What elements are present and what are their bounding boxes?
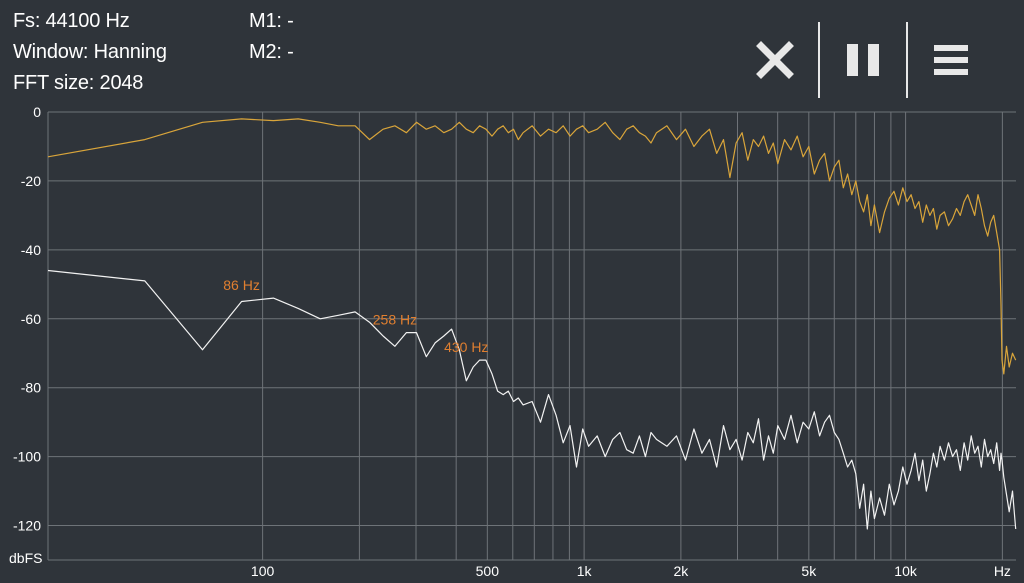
peak-frequency-label: 86 Hz bbox=[223, 277, 260, 293]
x-tick-label: 5k bbox=[801, 563, 817, 579]
y-tick-label: -120 bbox=[13, 518, 41, 534]
peak-frequency-label: 258 Hz bbox=[373, 312, 417, 328]
y-tick-label: -100 bbox=[13, 449, 41, 465]
toolbar bbox=[732, 22, 994, 98]
spectrum-line-current bbox=[47, 118, 1017, 375]
info-panel-left: Fs: 44100 Hz Window: Hanning FFT size: 2… bbox=[13, 6, 167, 99]
marker-m2-label: M2: - bbox=[249, 41, 294, 63]
y-tick-label: -40 bbox=[21, 242, 41, 258]
close-icon bbox=[756, 41, 794, 79]
y-tick-label: -80 bbox=[21, 380, 41, 396]
x-tick-label: 2k bbox=[673, 563, 689, 579]
pause-button[interactable] bbox=[820, 22, 906, 98]
info-panel-markers: M1: - M2: - bbox=[249, 6, 294, 68]
pause-icon bbox=[847, 44, 879, 76]
sample-rate-label: Fs: 44100 Hz bbox=[13, 10, 130, 32]
x-tick-label: 100 bbox=[251, 563, 275, 579]
x-tick-label: 500 bbox=[476, 563, 500, 579]
menu-button[interactable] bbox=[908, 22, 994, 98]
y-tick-label: 0 bbox=[33, 104, 41, 120]
y-axis-unit-label: dbFS bbox=[9, 550, 42, 566]
fft-size-label: FFT size: 2048 bbox=[13, 72, 144, 94]
spectrum-line-peak-hold bbox=[47, 269, 1017, 530]
toolbar-separator bbox=[906, 22, 908, 98]
x-tick-label: Hz bbox=[994, 563, 1011, 579]
y-tick-label: -20 bbox=[21, 173, 41, 189]
toolbar-separator bbox=[818, 22, 820, 98]
y-tick-label: -60 bbox=[21, 311, 41, 327]
marker-m1-label: M1: - bbox=[249, 10, 294, 32]
x-tick-label: 10k bbox=[894, 563, 918, 579]
window-label: Window: Hanning bbox=[13, 41, 167, 63]
close-button[interactable] bbox=[732, 22, 818, 98]
peak-frequency-label: 430 Hz bbox=[444, 339, 488, 355]
menu-icon bbox=[934, 45, 968, 75]
x-tick-label: 1k bbox=[577, 563, 593, 579]
